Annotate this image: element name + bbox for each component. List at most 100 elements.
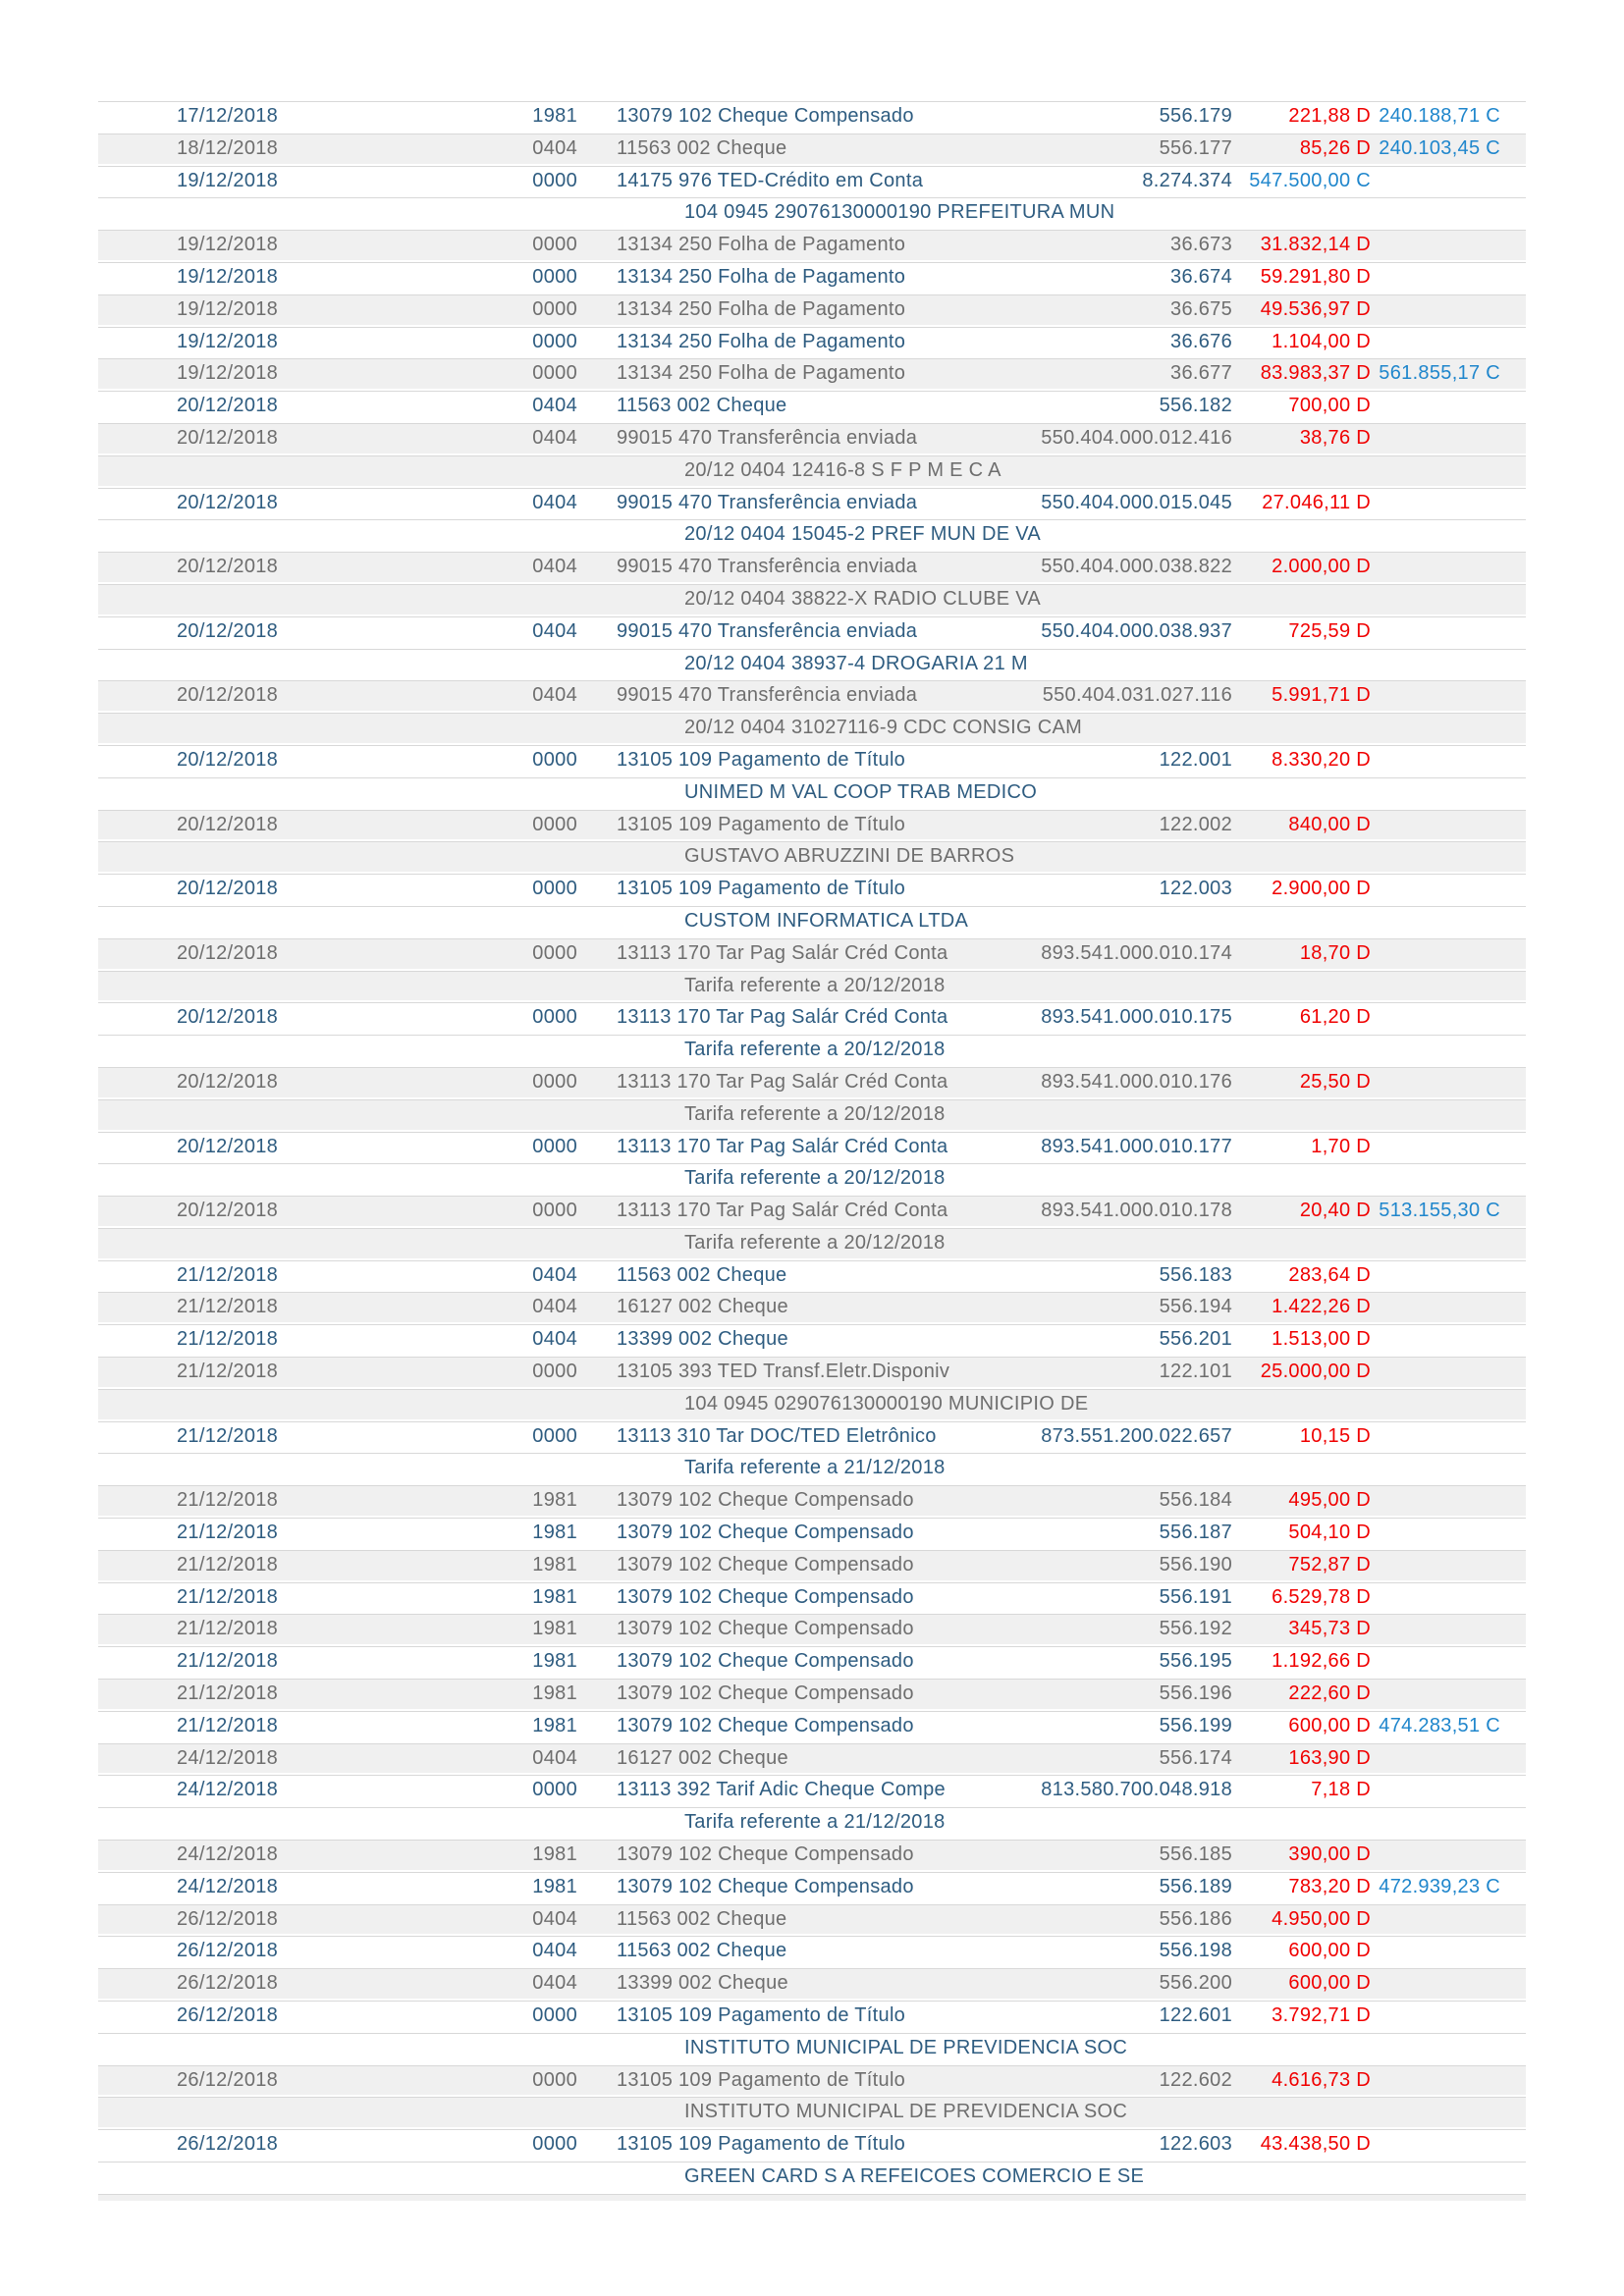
cell-date: 21/12/2018 bbox=[177, 1585, 279, 1608]
cell-document-number: 550.404.031.027.116 bbox=[1042, 684, 1232, 707]
cell-date: 20/12/2018 bbox=[177, 1006, 279, 1029]
cell-balance bbox=[1371, 1841, 1526, 1870]
cell-agency: 0000 bbox=[532, 2068, 577, 2091]
cell-agency: 1981 bbox=[532, 105, 577, 127]
cell-agency: 0000 bbox=[532, 1361, 577, 1383]
cell-value: 283,64 D bbox=[1288, 1263, 1371, 1286]
transaction-row: 21/12/2018 0000 13113 310 Tar DOC/TED Elet… bbox=[98, 1420, 1526, 1452]
transaction-row: 21/12/2018 1981 13079 102 Cheque Compensad… bbox=[98, 1614, 1526, 1645]
cell-document-number: 893.541.000.010.175 bbox=[1041, 1006, 1232, 1029]
cell-document-number: 556.177 bbox=[1159, 136, 1232, 159]
cell-date: 21/12/2018 bbox=[177, 1296, 279, 1318]
cell-value: 7,18 D bbox=[1311, 1779, 1371, 1801]
cell-document-number: 556.191 bbox=[1159, 1585, 1232, 1608]
cell-description: 13079 102 Cheque Compensado bbox=[617, 1585, 914, 1608]
cell-description: 13113 170 Tar Pag Salár Créd Conta bbox=[617, 1200, 948, 1222]
cell-description: 13105 109 Pagamento de Título bbox=[617, 2004, 906, 2027]
cell-document-number: 122.002 bbox=[1159, 813, 1232, 835]
cell-date: 20/12/2018 bbox=[177, 395, 279, 417]
transaction-detail-row: INSTITUTO MUNICIPAL DE PREVIDENCIA SOC bbox=[98, 2032, 1526, 2063]
transaction-row: 26/12/2018 0000 13105 109 Pagamento de Tít… bbox=[98, 2064, 1526, 2096]
cell-description: 13079 102 Cheque Compensado bbox=[617, 1843, 914, 1866]
cell-description: 13105 109 Pagamento de Título bbox=[617, 2068, 906, 2091]
transaction-detail-row: UNIMED M VAL COOP TRAB MEDICO bbox=[98, 776, 1526, 808]
cell-description: 99015 470 Transferência enviada bbox=[617, 491, 918, 513]
cell-agency: 1981 bbox=[532, 1585, 577, 1608]
cell-agency: 0404 bbox=[532, 491, 577, 513]
cell-value: 783,20 D bbox=[1288, 1875, 1371, 1897]
cell-agency: 0404 bbox=[532, 619, 577, 642]
cell-agency: 1981 bbox=[532, 1618, 577, 1640]
transaction-row: 20/12/2018 0404 99015 470 Transferência en… bbox=[98, 487, 1526, 518]
cell-document-number: 556.196 bbox=[1159, 1682, 1232, 1705]
cell-date: 26/12/2018 bbox=[177, 2133, 279, 2156]
transaction-row: 26/12/2018 0404 13399 002 Cheque 556.200 600… bbox=[98, 1968, 1526, 2000]
transaction-detail-row: Tarifa referente a 21/12/2018 bbox=[98, 1807, 1526, 1839]
transaction-row: 24/12/2018 0000 13113 392 Tarif Adic Chequ… bbox=[98, 1775, 1526, 1806]
cell-value: 6.529,78 D bbox=[1272, 1585, 1371, 1608]
transaction-detail-row: CUSTOM INFORMATICA LTDA bbox=[98, 905, 1526, 936]
cell-date: 20/12/2018 bbox=[177, 878, 279, 900]
cell-value: 345,73 D bbox=[1288, 1618, 1371, 1640]
cell-balance bbox=[1371, 875, 1526, 904]
cell-balance bbox=[1371, 939, 1526, 969]
cell-balance bbox=[1371, 2066, 1526, 2096]
cell-detail-text: Tarifa referente a 20/12/2018 bbox=[684, 1167, 946, 1190]
transaction-row: 20/12/2018 0000 13105 109 Pagamento de Tít… bbox=[98, 744, 1526, 775]
cell-agency: 0404 bbox=[532, 684, 577, 707]
cell-date: 24/12/2018 bbox=[177, 1843, 279, 1866]
cell-value: 61,20 D bbox=[1299, 1006, 1371, 1029]
cell-value: 504,10 D bbox=[1288, 1522, 1371, 1544]
cell-balance bbox=[1371, 1776, 1526, 1805]
cell-agency: 0404 bbox=[532, 1328, 577, 1351]
cell-document-number: 813.580.700.048.918 bbox=[1041, 1779, 1232, 1801]
cell-value: 20,40 D bbox=[1299, 1200, 1371, 1222]
cell-agency: 0404 bbox=[532, 1940, 577, 1962]
cell-balance bbox=[1371, 2130, 1526, 2160]
cell-date: 26/12/2018 bbox=[177, 2068, 279, 2091]
cell-balance bbox=[1371, 424, 1526, 454]
cell-value: 2.900,00 D bbox=[1272, 878, 1371, 900]
cell-agency: 0000 bbox=[532, 169, 577, 191]
transaction-detail-row: Tarifa referente a 20/12/2018 bbox=[98, 1035, 1526, 1065]
cell-document-number: 556.192 bbox=[1159, 1618, 1232, 1640]
statement-rows: 17/12/2018 1981 13079 102 Cheque Compensad… bbox=[98, 101, 1526, 2192]
cell-value: 18,70 D bbox=[1299, 941, 1371, 964]
transaction-detail-row: INSTITUTO MUNICIPAL DE PREVIDENCIA SOC bbox=[98, 2097, 1526, 2128]
cell-date: 20/12/2018 bbox=[177, 426, 279, 449]
cell-document-number: 556.194 bbox=[1159, 1296, 1232, 1318]
cell-detail-text: GREEN CARD S A REFEICOES COMERCIO E SE bbox=[684, 2165, 1145, 2187]
cell-date: 20/12/2018 bbox=[177, 556, 279, 578]
cell-date: 18/12/2018 bbox=[177, 136, 279, 159]
cell-agency: 1981 bbox=[532, 1682, 577, 1705]
cell-balance bbox=[1371, 263, 1526, 293]
transaction-row: 19/12/2018 0000 13134 250 Folha de Pagamen… bbox=[98, 261, 1526, 293]
cell-balance bbox=[1371, 811, 1526, 840]
cell-agency: 0000 bbox=[532, 941, 577, 964]
cell-agency: 0000 bbox=[532, 1779, 577, 1801]
transaction-row: 26/12/2018 0000 13105 109 Pagamento de Tít… bbox=[98, 2129, 1526, 2160]
transaction-detail-row: Tarifa referente a 21/12/2018 bbox=[98, 1453, 1526, 1484]
cell-agency: 0000 bbox=[532, 1006, 577, 1029]
cell-description: 13399 002 Cheque bbox=[617, 1972, 788, 1995]
cell-date: 24/12/2018 bbox=[177, 1779, 279, 1801]
cell-detail-text: 104 0945 29076130000190 PREFEITURA MUN bbox=[684, 201, 1115, 224]
cell-document-number: 36.677 bbox=[1170, 362, 1232, 385]
cell-date: 20/12/2018 bbox=[177, 1135, 279, 1157]
cell-description: 99015 470 Transferência enviada bbox=[617, 684, 918, 707]
cell-detail-text: Tarifa referente a 21/12/2018 bbox=[684, 1811, 946, 1834]
cell-document-number: 556.185 bbox=[1159, 1843, 1232, 1866]
cell-date: 19/12/2018 bbox=[177, 169, 279, 191]
cell-value: 31.832,14 D bbox=[1260, 234, 1371, 256]
cell-balance bbox=[1371, 1325, 1526, 1355]
cell-document-number: 556.174 bbox=[1159, 1746, 1232, 1769]
cell-agency: 0000 bbox=[532, 362, 577, 385]
cell-description: 13134 250 Folha de Pagamento bbox=[617, 297, 906, 320]
cell-value: 390,00 D bbox=[1288, 1843, 1371, 1866]
transaction-row: 20/12/2018 0000 13113 170 Tar Pag Salár Cr… bbox=[98, 937, 1526, 969]
cell-date: 21/12/2018 bbox=[177, 1424, 279, 1447]
cell-document-number: 893.541.000.010.176 bbox=[1041, 1070, 1232, 1093]
cell-document-number: 36.674 bbox=[1170, 265, 1232, 288]
cell-description: 13105 109 Pagamento de Título bbox=[617, 813, 906, 835]
cell-date: 26/12/2018 bbox=[177, 1940, 279, 1962]
